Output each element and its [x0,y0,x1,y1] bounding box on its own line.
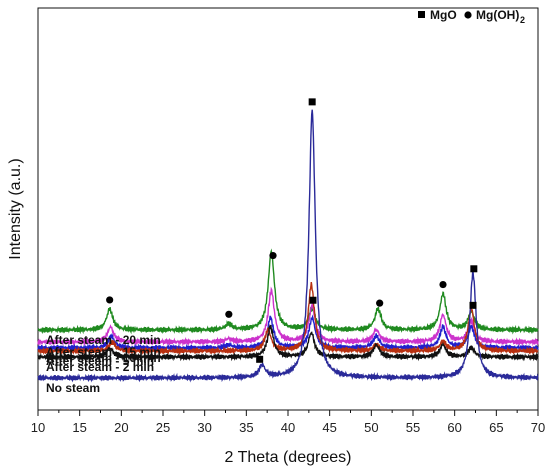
x-tick-label: 35 [239,420,253,435]
legend-mgo-symbol [418,11,425,18]
x-tick-label: 40 [281,420,295,435]
series-line [37,282,539,356]
series-label: After steam - 20 min [46,333,161,347]
legend-mgoh2-label: Mg(OH) [476,8,519,22]
x-tick-label: 30 [197,420,211,435]
legend-mgoh2-symbol [464,11,472,19]
x-tick-label: 15 [72,420,86,435]
x-tick-label: 20 [114,420,128,435]
mgoh2-marker [225,310,233,318]
x-tick-label: 25 [156,420,170,435]
x-tick-label: 70 [531,420,545,435]
mgo-marker [470,265,478,273]
x-tick-label: 45 [322,420,336,435]
series-label: After steam - 2 min [46,360,154,374]
mgoh2-marker [106,296,114,304]
series-line [37,109,539,383]
x-tick-label: 55 [406,420,420,435]
mgoh2-marker [269,251,277,260]
legend-mgo-label: MgO [430,8,457,22]
series-label: No steam [46,381,100,395]
mgo-marker [469,301,477,309]
mgo-marker [308,98,316,106]
series-label: After steam - 5 min [46,354,154,368]
x-tick-label: 50 [364,420,378,435]
mgo-marker [309,296,317,304]
legend: MgO Mg(OH) 2 [418,8,525,25]
series-line [37,323,539,362]
series-layer [37,109,539,383]
series-label: After steam - 15 min [46,345,161,359]
x-axis: 10 15 20 25 30 35 40 45 50 55 60 65 70 [31,410,545,435]
mgoh2-marker [439,280,447,289]
y-axis-title: Intensity (a.u.) [7,158,24,259]
series-label: After steam - 10 min [46,351,161,365]
x-tick-label: 65 [489,420,503,435]
x-tick-label: 60 [447,420,461,435]
mgo-marker [256,355,264,363]
legend-mgoh2-subscript: 2 [520,15,525,25]
mgoh2-marker [376,299,384,307]
series-line [37,286,539,347]
peak-marker-layer [106,98,478,363]
x-axis-title: 2 Theta (degrees) [225,449,352,466]
series-line [37,248,539,335]
x-tick-label: 10 [31,420,45,435]
